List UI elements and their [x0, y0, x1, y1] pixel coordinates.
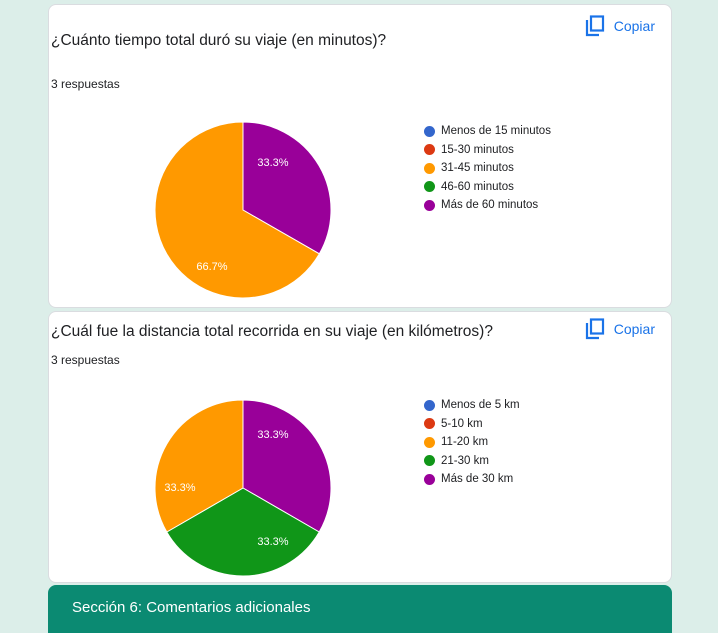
legend-item: Más de 30 km — [424, 470, 520, 489]
question-title: ¿Cuál fue la distancia total recorrida e… — [51, 323, 493, 340]
legend-dot — [424, 199, 435, 211]
pie-slice — [154, 121, 320, 299]
legend-dot — [424, 181, 435, 193]
legend-item: 11-20 km — [424, 433, 520, 452]
section-header: Sección 6: Comentarios adicionales — [48, 585, 672, 633]
legend-item: 31-45 minutos — [424, 159, 551, 178]
slice-label: 33.3% — [257, 536, 288, 548]
legend-label: 21-30 km — [441, 454, 489, 467]
legend-dot — [424, 455, 435, 467]
legend-item: 21-30 km — [424, 452, 520, 471]
legend-dot — [424, 436, 435, 448]
legend-dot — [424, 399, 435, 411]
question-card-distance: ¿Cuál fue la distancia total recorrida e… — [48, 311, 672, 583]
slice-label: 33.3% — [257, 157, 288, 169]
copy-icon — [585, 15, 604, 37]
legend-dot — [424, 162, 435, 174]
copy-button[interactable]: Copiar — [585, 318, 655, 340]
pie-slice — [166, 487, 320, 577]
slice-label: 33.3% — [257, 429, 288, 441]
response-count: 3 respuestas — [51, 77, 120, 91]
legend-dot — [424, 473, 435, 485]
legend-label: 46-60 minutos — [441, 180, 514, 193]
section-title: Sección 6: Comentarios adicionales — [72, 599, 311, 616]
legend-dot — [424, 144, 435, 156]
legend-label: 31-45 minutos — [441, 162, 514, 175]
legend-item: Más de 60 minutos — [424, 196, 551, 215]
copy-label: Copiar — [613, 18, 655, 34]
legend-label: Más de 30 km — [441, 473, 514, 486]
legend-label: 11-20 km — [441, 436, 489, 449]
legend-label: Menos de 15 minutos — [441, 125, 551, 138]
copy-button[interactable]: Copiar — [585, 15, 655, 37]
pie-chart-distance: 33.3% 33.3% 33.3% — [154, 399, 332, 577]
slice-label: 66.7% — [196, 261, 227, 273]
legend-label: Menos de 5 km — [441, 399, 520, 412]
pie-slice — [242, 121, 332, 255]
legend-item: 15-30 minutos — [424, 141, 551, 160]
chart-legend: Menos de 15 minutos 15-30 minutos 31-45 … — [424, 122, 551, 215]
question-card-duration: ¿Cuánto tiempo total duró su viaje (en m… — [48, 4, 672, 308]
response-count: 3 respuestas — [51, 353, 120, 367]
copy-icon — [585, 318, 604, 340]
chart-legend: Menos de 5 km 5-10 km 11-20 km 21-30 km … — [424, 396, 520, 489]
pie-slice — [242, 399, 332, 533]
legend-label: 15-30 minutos — [441, 143, 514, 156]
legend-label: 5-10 km — [441, 417, 483, 430]
pie-chart-duration: 33.3% 66.7% — [154, 121, 332, 299]
legend-label: Más de 60 minutos — [441, 199, 539, 212]
legend-dot — [424, 125, 435, 137]
legend-item: Menos de 15 minutos — [424, 122, 551, 141]
copy-label: Copiar — [613, 321, 655, 337]
slice-label: 33.3% — [164, 482, 195, 494]
legend-item: Menos de 5 km — [424, 396, 520, 415]
pie-slice — [154, 399, 244, 533]
legend-item: 46-60 minutos — [424, 178, 551, 197]
legend-item: 5-10 km — [424, 415, 520, 434]
question-title: ¿Cuánto tiempo total duró su viaje (en m… — [51, 32, 387, 49]
legend-dot — [424, 418, 435, 430]
